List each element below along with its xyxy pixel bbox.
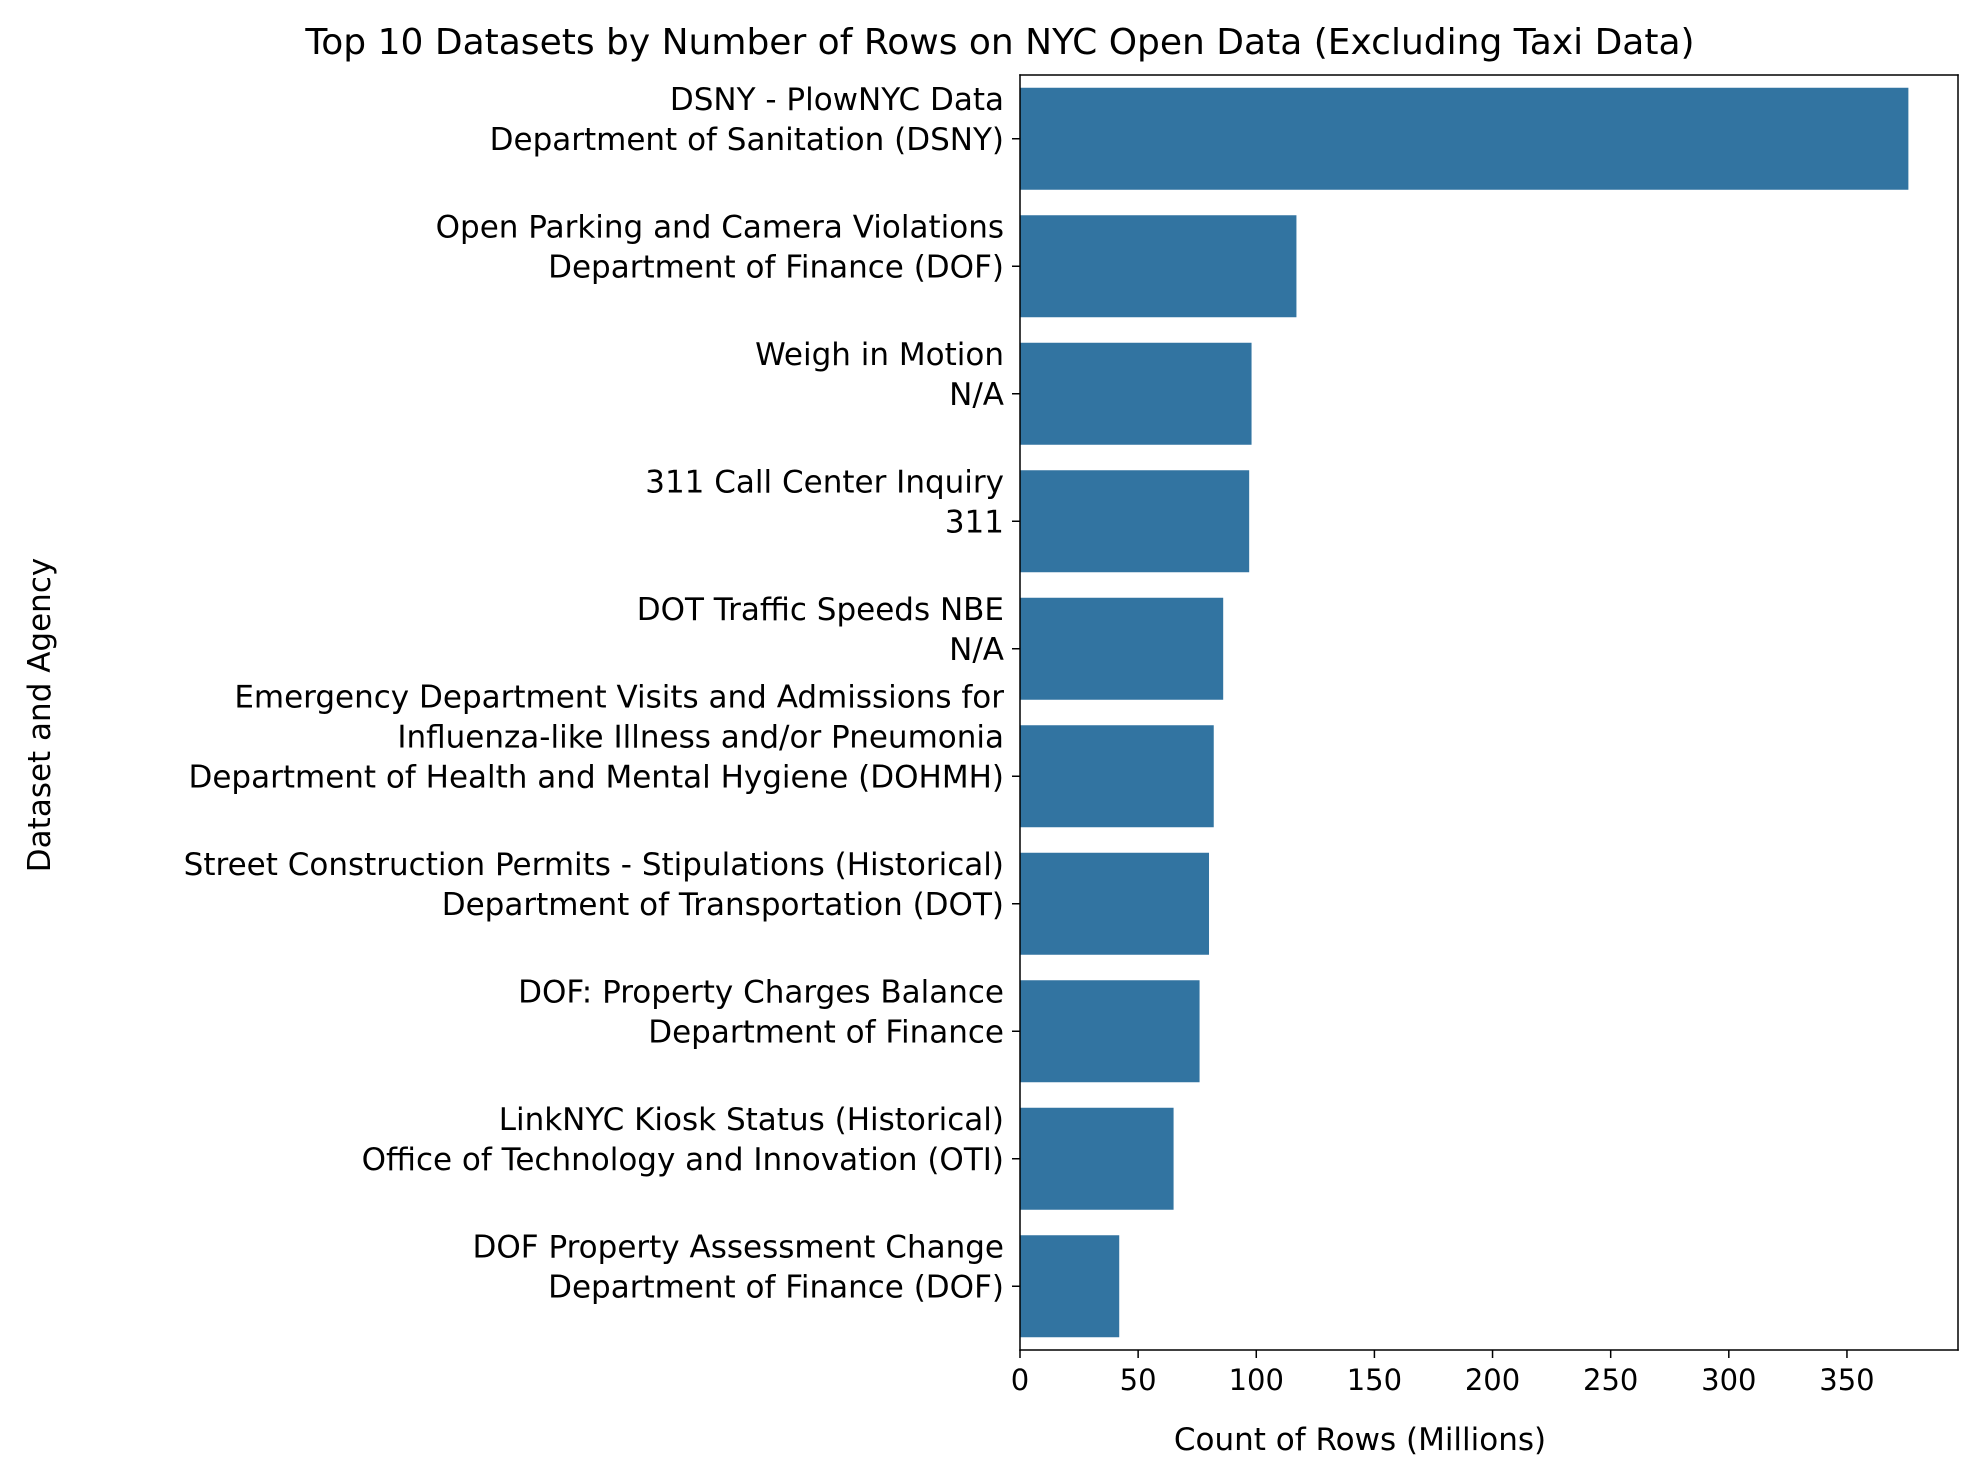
y-tick-label: Influenza-like Illness and/or Pneumonia (397, 719, 1004, 755)
y-tick-label: Office of Technology and Innovation (OTI… (362, 1142, 1004, 1178)
bar (1020, 342, 1252, 445)
x-tick-label: 50 (1120, 1363, 1157, 1397)
bar (1020, 1107, 1174, 1210)
y-tick-label: DOF Property Assessment Change (473, 1229, 1004, 1265)
bar (1020, 725, 1214, 828)
y-tick-label: Street Construction Permits - Stipulatio… (184, 847, 1004, 883)
x-tick-label: 250 (1583, 1363, 1638, 1397)
y-tick-label: Department of Health and Mental Hygiene … (188, 759, 1004, 795)
y-tick-label: Open Parking and Camera Violations (436, 209, 1004, 245)
y-tick-label: Emergency Department Visits and Admissio… (234, 679, 1004, 715)
x-tick-label: 300 (1701, 1363, 1756, 1397)
y-tick-label: 311 Call Center Inquiry (645, 464, 1004, 500)
x-tick-label: 150 (1347, 1363, 1402, 1397)
x-tick-label: 200 (1465, 1363, 1520, 1397)
axis-spines (1019, 74, 1959, 1351)
y-tick-label: DSNY - PlowNYC Data (670, 82, 1004, 118)
x-tick-label: 350 (1819, 1363, 1874, 1397)
chart-title: Top 10 Datasets by Number of Rows on NYC… (304, 22, 1694, 63)
y-tick-label: Department of Transportation (DOT) (442, 887, 1004, 923)
y-tick-label: Weigh in Motion (755, 337, 1004, 373)
y-tick-label: 311 (945, 504, 1004, 540)
y-tick-label: DOT Traffic Speeds NBE (637, 592, 1004, 628)
bar (1020, 597, 1224, 700)
bar (1020, 215, 1297, 318)
x-axis-title: Count of Rows (Millions) (1174, 1422, 1546, 1458)
y-tick-label: Department of Finance (DOF) (548, 249, 1004, 285)
y-tick-label: Department of Sanitation (DSNY) (490, 122, 1004, 158)
bar (1020, 87, 1909, 190)
bar (1020, 1235, 1120, 1338)
bar (1020, 980, 1200, 1083)
y-axis-ticks: DSNY - PlowNYC Data Department of Sanitat… (184, 82, 1020, 1305)
bar (1020, 470, 1250, 573)
y-tick-label: N/A (949, 632, 1004, 668)
bars-group (1020, 87, 1909, 1338)
bar (1020, 852, 1210, 955)
y-axis-title: Dataset and Agency (22, 558, 58, 872)
x-tick-label: 100 (1229, 1363, 1284, 1397)
x-tick-label: 0 (1011, 1363, 1029, 1397)
x-axis-ticks: 0 50 100 150 200 250 300 350 (1011, 1350, 1875, 1397)
y-tick-label: LinkNYC Kiosk Status (Historical) (499, 1102, 1004, 1138)
y-tick-label: N/A (949, 377, 1004, 413)
y-tick-label: Department of Finance (DOF) (548, 1269, 1004, 1305)
y-tick-label: Department of Finance (648, 1014, 1004, 1050)
y-tick-label: DOF: Property Charges Balance (518, 974, 1004, 1010)
